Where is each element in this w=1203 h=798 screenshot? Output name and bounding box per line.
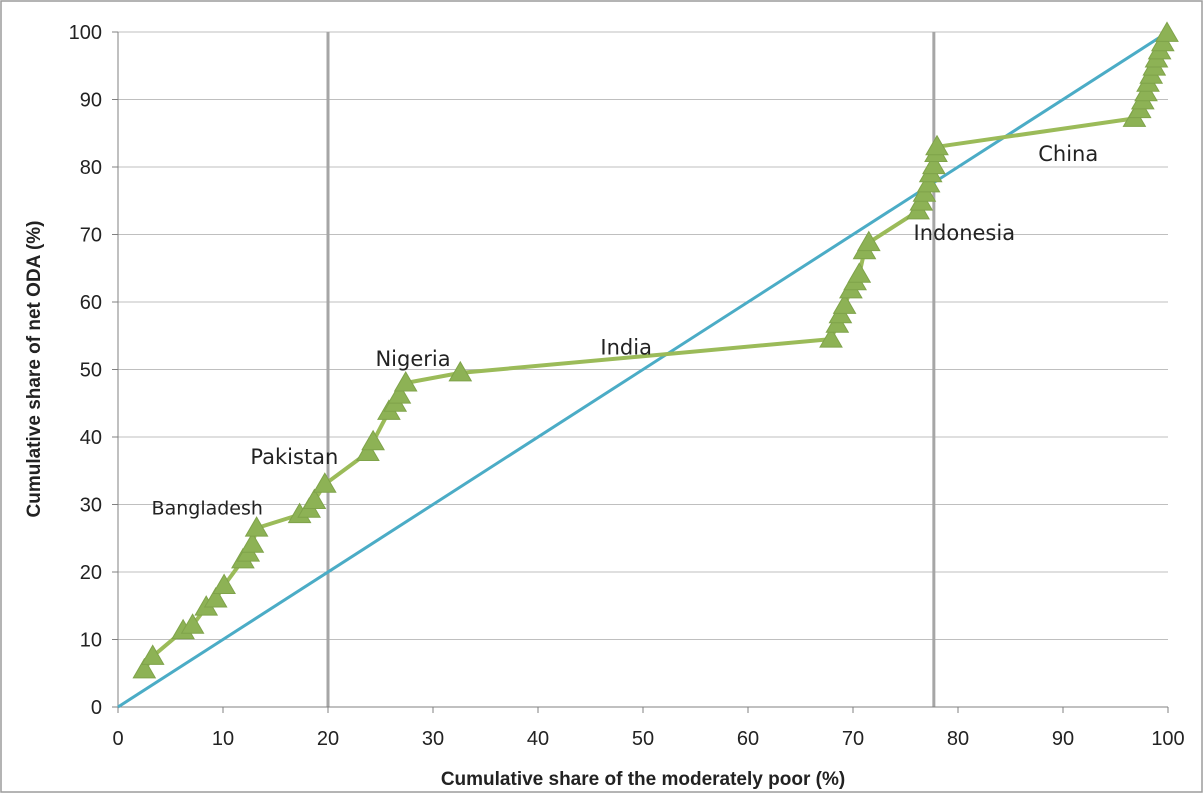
grid-layer (118, 31, 1168, 640)
tick-label-layer: 0 10 20 30 40 50 60 70 80 90 100 0 10 20 30 40 50 60 70 80 9… (69, 22, 1185, 750)
x-tick-label: 20 (317, 728, 339, 750)
axes (112, 31, 1169, 713)
x-tick-label: 70 (842, 728, 864, 750)
equality-line (117, 30, 1169, 709)
annotation-label: Pakistan (250, 445, 338, 469)
data-point (132, 657, 157, 679)
x-tick-label: 100 (1151, 728, 1184, 750)
annotation-label: Indonesia (914, 221, 1016, 245)
x-tick-label: 80 (947, 728, 969, 750)
y-tick-label: 20 (80, 562, 102, 584)
y-tick-label: 70 (80, 225, 102, 247)
y-tick-label: 60 (80, 292, 102, 314)
data-point (244, 516, 269, 537)
y-tick-label: 0 (91, 697, 102, 719)
annotation-label: Bangladesh (152, 498, 263, 520)
y-axis-title: Cumulative share of net ODA (%) (24, 220, 45, 517)
x-tick-label: 60 (737, 728, 759, 750)
data-point (922, 153, 946, 175)
data-point (847, 262, 872, 283)
data-point (448, 360, 473, 382)
data-point (180, 613, 205, 634)
data-point (356, 440, 380, 461)
data-point (1155, 21, 1179, 42)
y-tick-label: 30 (80, 495, 102, 517)
x-tick-label: 40 (527, 728, 549, 750)
x-tick-label: 50 (632, 728, 654, 750)
data-point (832, 293, 857, 314)
x-tick-label: 30 (422, 728, 444, 750)
data-point (925, 134, 949, 156)
annotation-label: China (1038, 142, 1098, 166)
y-tick-label: 90 (80, 90, 102, 112)
data-point (203, 587, 228, 608)
data-point (312, 472, 337, 493)
y-tick-label: 10 (80, 630, 102, 652)
y-tick-label: 40 (80, 427, 102, 449)
y-tick-label: 100 (69, 22, 102, 44)
y-tick-label: 80 (80, 157, 102, 179)
annotation-label: India (600, 336, 652, 360)
data-point (361, 429, 385, 451)
marker-layer (132, 21, 1179, 679)
data-point (302, 488, 327, 509)
y-tick-label: 50 (80, 360, 102, 382)
data-point (916, 171, 941, 193)
data-point (387, 383, 412, 404)
data-point (212, 573, 236, 594)
data-point (140, 644, 165, 665)
annotation-label: Nigeria (375, 347, 450, 371)
x-tick-label: 10 (212, 728, 234, 750)
data-point (819, 327, 843, 348)
data-point (240, 532, 265, 553)
data-point (856, 230, 881, 252)
data-point (393, 371, 418, 392)
annotation-layer: Bangladesh Pakistan Nigeria India Indonesia C… (152, 142, 1099, 520)
x-axis-title: Cumulative share of the moderately poor … (441, 769, 845, 790)
x-tick-label: 0 (112, 728, 123, 750)
x-tick-label: 90 (1052, 728, 1074, 750)
